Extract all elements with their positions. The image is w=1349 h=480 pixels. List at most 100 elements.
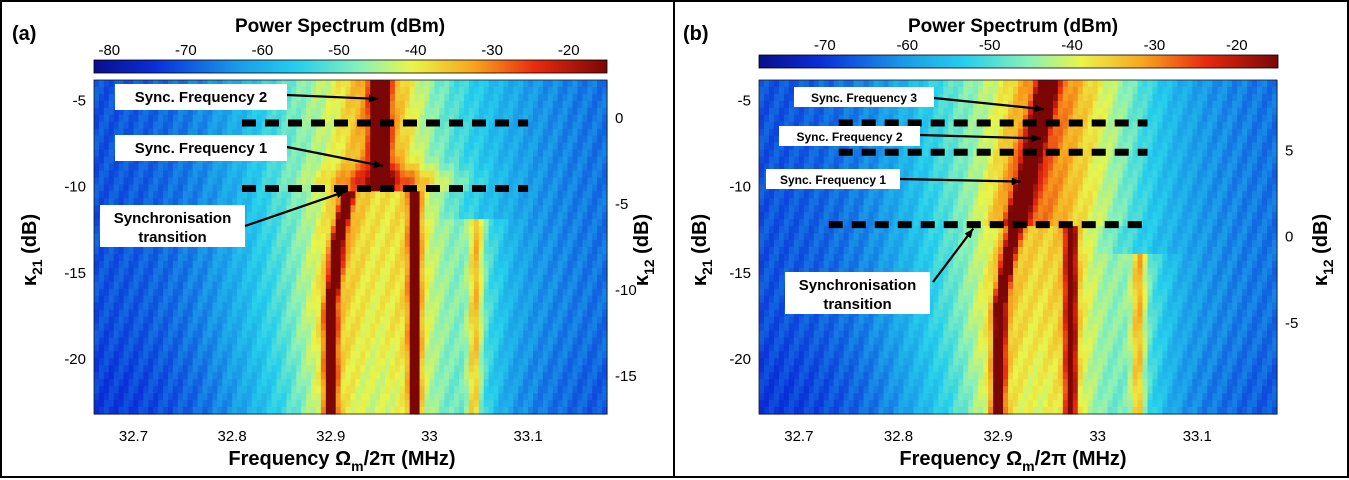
heatmap-cell — [518, 233, 524, 241]
heatmap-cell — [528, 143, 534, 151]
heatmap-cell — [222, 317, 228, 325]
heatmap-cell — [405, 143, 411, 151]
heatmap-cell — [513, 157, 519, 165]
heatmap-cell — [316, 303, 322, 311]
panel-a-svg: (a) Power Spectrum (dBm) -80-70-60-50-40… — [2, 2, 677, 480]
heatmap-cell — [326, 324, 332, 332]
heatmap-cell — [370, 205, 376, 213]
heatmap-cell — [592, 129, 598, 137]
heatmap-cell — [429, 358, 435, 366]
heatmap-cell — [538, 136, 544, 144]
heatmap-cell — [405, 101, 411, 109]
heatmap-cell — [498, 379, 504, 387]
heatmap-cell — [587, 268, 593, 276]
heatmap-cell — [572, 184, 578, 192]
heatmap-cell — [523, 344, 529, 352]
heatmap-cell — [360, 177, 366, 185]
heatmap-cell — [222, 184, 228, 192]
heatmap-cell — [341, 324, 347, 332]
heatmap-cell — [311, 108, 317, 116]
heatmap-cell — [498, 331, 504, 339]
heatmap-cell — [286, 80, 292, 88]
heatmap-cell — [370, 233, 376, 241]
heatmap-cell — [321, 108, 327, 116]
heatmap-cell — [203, 407, 209, 415]
heatmap-cell — [109, 150, 115, 158]
heatmap-cell — [405, 198, 411, 206]
heatmap-cell — [469, 393, 475, 401]
heatmap-cell — [523, 219, 529, 227]
heatmap-cell — [454, 247, 460, 255]
heatmap-cell — [390, 351, 396, 359]
heatmap-cell — [326, 108, 332, 116]
heatmap-cell — [355, 240, 361, 248]
heatmap-cell — [415, 205, 421, 213]
heatmap-cell — [479, 372, 485, 380]
heatmap-cell — [360, 247, 366, 255]
heatmap-cell — [207, 358, 213, 366]
heatmap-cell — [390, 393, 396, 401]
heatmap-cell — [503, 205, 509, 213]
heatmap-cell — [390, 310, 396, 318]
heatmap-cell — [203, 400, 209, 408]
heatmap-cell — [395, 268, 401, 276]
heatmap-cell — [346, 275, 352, 283]
heatmap-cell — [217, 351, 223, 359]
heatmap-cell — [563, 233, 569, 241]
heatmap-cell — [370, 212, 376, 220]
heatmap-cell — [449, 101, 455, 109]
heatmap-cell — [217, 407, 223, 415]
heatmap-cell — [582, 261, 588, 269]
heatmap-cell — [582, 136, 588, 144]
heatmap-cell — [503, 170, 509, 178]
heatmap-cell — [454, 358, 460, 366]
heatmap-cell — [568, 177, 574, 185]
heatmap-cell — [104, 407, 110, 415]
heatmap-cell — [321, 351, 327, 359]
heatmap-cell — [597, 365, 603, 373]
heatmap-cell — [129, 351, 135, 359]
heatmap-cell — [311, 136, 317, 144]
heatmap-cell — [346, 289, 352, 297]
heatmap-cell — [405, 254, 411, 262]
heatmap-cell — [424, 344, 430, 352]
heatmap-cell — [464, 136, 470, 144]
heatmap-cell — [577, 240, 583, 248]
heatmap-cell — [370, 80, 376, 88]
heatmap-cell — [321, 289, 327, 297]
heatmap-cell — [489, 310, 495, 318]
heatmap-cell — [503, 136, 509, 144]
heatmap-cell — [592, 344, 598, 352]
heatmap-cell — [188, 289, 194, 297]
heatmap-cell — [415, 233, 421, 241]
heatmap-cell — [577, 150, 583, 158]
heatmap-cell — [370, 191, 376, 199]
heatmap-cell — [489, 386, 495, 394]
heatmap-cell — [222, 400, 228, 408]
heatmap-cell — [247, 261, 253, 269]
heatmap-cell — [498, 212, 504, 220]
heatmap-cell — [533, 261, 539, 269]
heatmap-cell — [198, 177, 204, 185]
heatmap-cell — [148, 400, 154, 408]
heatmap-cell — [587, 101, 593, 109]
heatmap-cell — [237, 289, 243, 297]
heatmap-cell — [148, 177, 154, 185]
heatmap-cell — [331, 87, 337, 95]
heatmap-cell — [222, 261, 228, 269]
heatmap-cell — [153, 170, 159, 178]
heatmap-cell — [286, 212, 292, 220]
heatmap-cell — [286, 101, 292, 109]
heatmap-cell — [355, 289, 361, 297]
heatmap-cell — [429, 303, 435, 311]
colorbar-tick-label: -70 — [175, 42, 197, 59]
heatmap-cell — [400, 358, 406, 366]
heatmap-cell — [163, 317, 169, 325]
heatmap-cell — [508, 372, 514, 380]
heatmap-cell — [582, 184, 588, 192]
heatmap-cell — [272, 393, 278, 401]
heatmap-cell — [415, 136, 421, 144]
heatmap-cell — [375, 268, 381, 276]
heatmap-cell — [553, 143, 559, 151]
heatmap-cell — [568, 296, 574, 304]
